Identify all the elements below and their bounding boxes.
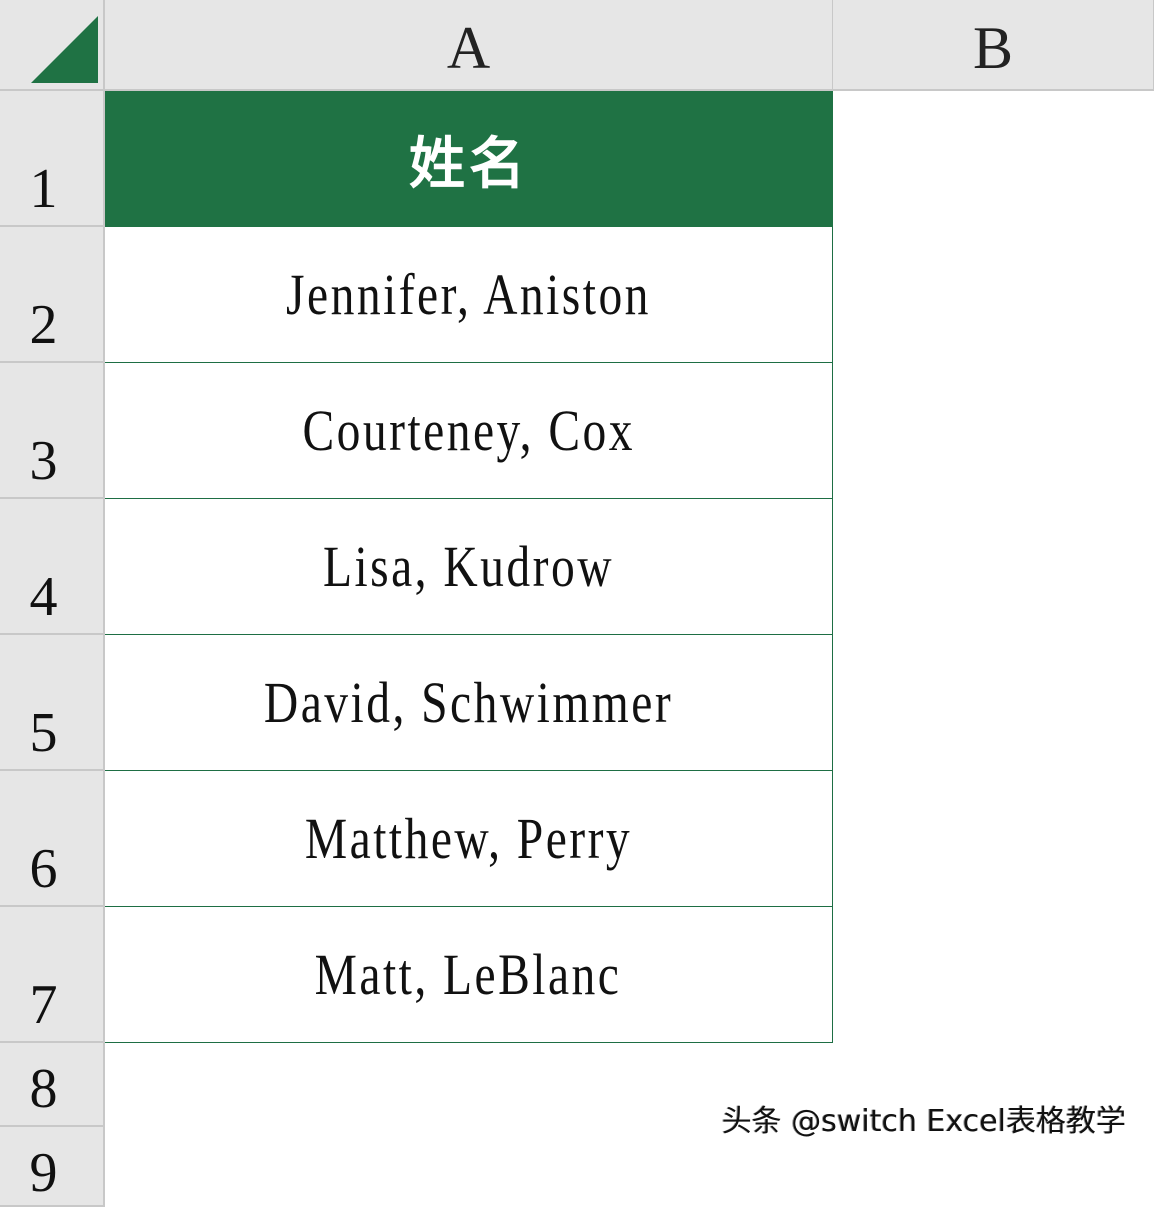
row-label: 7 <box>29 974 58 1036</box>
cell-a7[interactable]: Matt, LeBlanc <box>105 907 833 1043</box>
cell-text: Matt, LeBlanc <box>315 942 622 1007</box>
cell-a5[interactable]: David, Schwimmer <box>105 635 833 771</box>
cell-a4[interactable]: Lisa, Kudrow <box>105 499 833 635</box>
row-label: 6 <box>29 838 58 900</box>
cell-text: Jennifer, Aniston <box>286 262 651 327</box>
cell-text: 姓名 <box>409 131 529 197</box>
column-label: B <box>972 15 1014 81</box>
row-header-9[interactable]: 9 <box>0 1127 105 1207</box>
cell-text: David, Schwimmer <box>263 670 674 735</box>
column-header-b[interactable]: B <box>833 0 1154 91</box>
cell-text: Lisa, Kudrow <box>322 534 615 599</box>
select-all-triangle-icon <box>31 16 98 83</box>
cell-a3[interactable]: Courteney, Cox <box>105 363 833 499</box>
row-label: 4 <box>29 566 58 628</box>
row-label: 5 <box>29 702 58 764</box>
watermark: 头条 @switch Excel表格教学 <box>721 1104 1126 1139</box>
column-header-a[interactable]: A <box>105 0 833 91</box>
row-header-8[interactable]: 8 <box>0 1043 105 1127</box>
row-label: 8 <box>29 1058 58 1120</box>
cell-text: Courteney, Cox <box>302 398 635 463</box>
cell-text: Matthew, Perry <box>304 806 633 871</box>
row-header-3[interactable]: 3 <box>0 363 105 499</box>
row-header-1[interactable]: 1 <box>0 91 105 227</box>
row-header-7[interactable]: 7 <box>0 907 105 1043</box>
row-header-2[interactable]: 2 <box>0 227 105 363</box>
row-header-5[interactable]: 5 <box>0 635 105 771</box>
row-header-6[interactable]: 6 <box>0 771 105 907</box>
column-label: A <box>446 15 491 81</box>
row-label: 3 <box>29 430 58 492</box>
cell-a1[interactable]: 姓名 <box>105 91 833 227</box>
cell-a2[interactable]: Jennifer, Aniston <box>105 227 833 363</box>
row-label: 1 <box>29 158 58 220</box>
row-header-4[interactable]: 4 <box>0 499 105 635</box>
row-label: 9 <box>29 1142 58 1204</box>
cell-a6[interactable]: Matthew, Perry <box>105 771 833 907</box>
row-label: 2 <box>29 294 58 356</box>
select-all-button[interactable] <box>0 0 105 91</box>
